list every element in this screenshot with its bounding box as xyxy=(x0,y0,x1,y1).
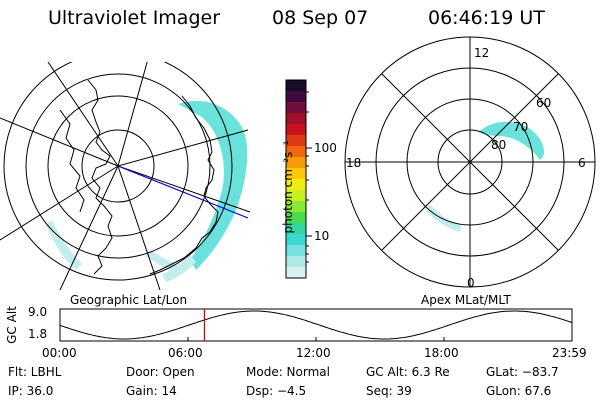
altitude-ylabel: GC Alt xyxy=(5,306,19,344)
xtick-0600: 06:00 xyxy=(168,346,203,360)
xtick-1200: 12:00 xyxy=(296,346,331,360)
colorbar-segment xyxy=(286,179,306,191)
mlt-label-12: 12 xyxy=(474,46,490,60)
xtick-1800: 18:00 xyxy=(424,346,459,360)
gc-alt-info: GC Alt: 6.3 Re xyxy=(366,365,450,379)
colorbar-segment xyxy=(286,190,306,202)
glat-info: GLat: −83.7 xyxy=(486,365,559,379)
dsp-info: Dsp: −4.5 xyxy=(246,384,307,398)
instrument-title: Ultraviolet Imager xyxy=(48,7,221,29)
colorbar-segment xyxy=(286,124,306,136)
apex-map xyxy=(344,36,596,288)
colorbar-segment xyxy=(286,168,306,180)
date-label: 08 Sep 07 xyxy=(272,7,369,29)
altitude-ytick-min: 1.8 xyxy=(28,327,48,341)
mlt-label-6: 6 xyxy=(578,156,586,170)
colorbar-segment xyxy=(286,113,306,125)
mlat-label-60: 60 xyxy=(536,96,552,110)
colorbar-tick-100: 100 xyxy=(314,141,337,155)
mlat-label-70: 70 xyxy=(513,120,529,134)
glon-info: GLon: 67.6 xyxy=(486,384,552,398)
colorbar-tick-10: 10 xyxy=(314,229,330,243)
mlat-label-80: 80 xyxy=(491,138,507,152)
mlt-label-0: 0 xyxy=(467,276,475,290)
xtick-2359: 23:59 xyxy=(552,346,587,360)
time-label: 06:46:19 UT xyxy=(428,7,545,29)
colorbar-segment xyxy=(286,234,306,246)
colorbar-segment xyxy=(286,157,306,169)
xtick-0000: 00:00 xyxy=(42,346,77,360)
colorbar-segment xyxy=(286,201,306,213)
colorbar-segment xyxy=(286,223,306,235)
gain-info: Gain: 14 xyxy=(126,384,177,398)
colorbar xyxy=(286,80,306,279)
colorbar-unit-label: photon cm⁻²s⁻¹ xyxy=(281,140,295,234)
colorbar-segment xyxy=(286,102,306,114)
filter-info: Flt: LBHL xyxy=(8,365,62,379)
geographic-map xyxy=(0,62,251,290)
door-info: Door: Open xyxy=(126,365,195,379)
mlt-label-18: 18 xyxy=(346,156,362,170)
seq-info: Seq: 39 xyxy=(366,384,412,398)
mode-info: Mode: Normal xyxy=(246,365,330,379)
colorbar-segment xyxy=(286,267,306,279)
altitude-curve xyxy=(59,310,573,340)
aurora-emission-apex xyxy=(426,121,545,232)
altitude-ytick-max: 9.0 xyxy=(28,305,48,319)
ip-info: IP: 36.0 xyxy=(8,384,54,398)
colorbar-frame xyxy=(285,79,307,279)
apex-caption: Apex MLat/MLT xyxy=(421,293,511,307)
geographic-caption: Geographic Lat/Lon xyxy=(70,293,188,307)
colorbar-segment xyxy=(286,80,306,92)
colorbar-segment xyxy=(286,146,306,158)
altitude-plot xyxy=(59,308,573,342)
coastline xyxy=(59,79,219,275)
colorbar-segment xyxy=(286,91,306,103)
colorbar-segment xyxy=(286,245,306,257)
colorbar-segment xyxy=(286,212,306,224)
colorbar-segment xyxy=(286,256,306,268)
colorbar-segment xyxy=(286,135,306,147)
